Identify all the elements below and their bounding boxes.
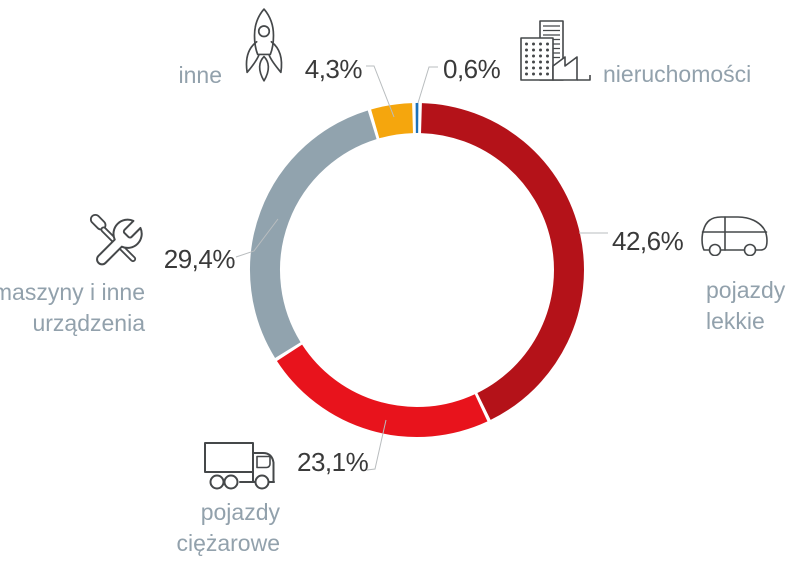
label-pojazdy-lekkie: pojazdy lekkie [706,277,786,334]
leader-lines [235,65,608,471]
leader-line-nieruchomosci [417,66,438,104]
donut-segment-van[interactable] [420,103,584,420]
rocket-icon [242,7,286,85]
percent-maszyny: 29,4% [163,244,236,274]
label-nieruchomosci: nieruchomości [603,61,752,87]
donut-segment-tools[interactable] [250,110,377,358]
percent-inne: 4,3% [304,54,363,84]
van-icon [698,212,770,256]
percent-pojazdy-ciezarowe: 23,1% [297,447,369,477]
percent-pojazdy-lekkie: 42,6% [612,226,684,256]
label-maszyny: maszyny i inne urządzenia [0,279,145,336]
tools-icon [88,212,150,269]
leader-line-maszyny [235,218,279,258]
donut-segment-truck[interactable] [276,344,488,437]
donut-segments [250,103,584,437]
leader-line-inne [366,65,395,118]
leader-line-pojazdy-ciezarowe [366,419,387,471]
donut-segment-rocket[interactable] [371,103,414,139]
label-pojazdy-ciezarowe: pojazdy ciężarowe [176,499,280,556]
percent-nieruchomosci: 0,6% [443,54,501,84]
label-inne: inne [178,62,222,88]
truck-icon [200,438,292,494]
factory-icon [516,16,594,82]
